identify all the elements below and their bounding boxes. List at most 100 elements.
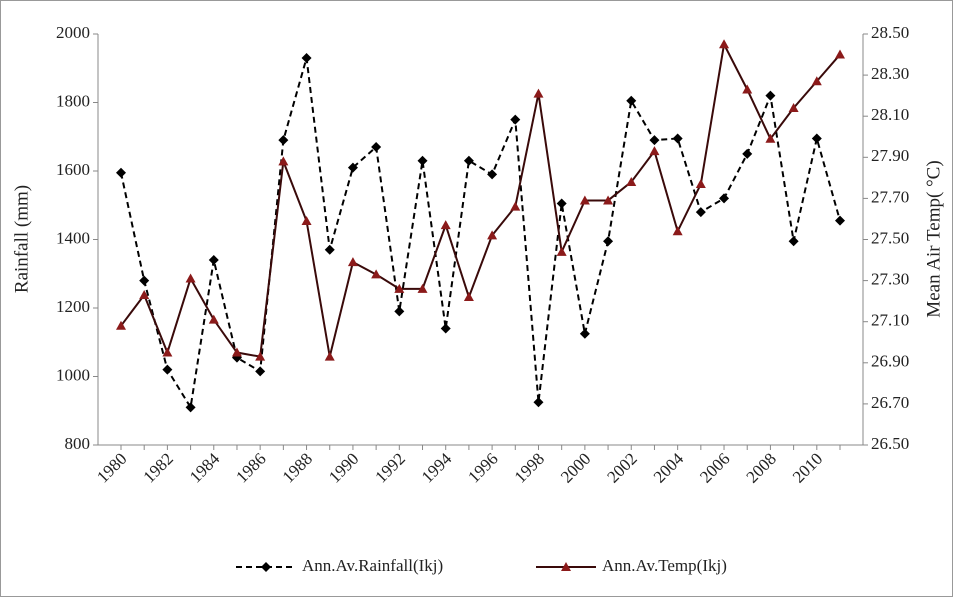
data-point xyxy=(208,255,219,266)
x-tick-label: 1984 xyxy=(186,449,224,487)
y2-tick-label: 28.10 xyxy=(871,105,909,124)
y2-tick-label: 27.10 xyxy=(871,311,909,330)
data-point xyxy=(742,148,753,159)
data-point xyxy=(788,102,799,112)
data-point xyxy=(719,39,730,49)
y-tick-label: 1400 xyxy=(56,228,90,247)
y-tick-label: 2000 xyxy=(56,23,90,42)
data-point xyxy=(510,201,521,211)
data-point xyxy=(788,236,799,247)
y2-tick-label: 28.30 xyxy=(871,64,909,83)
data-point xyxy=(139,289,150,299)
data-point xyxy=(463,155,474,166)
data-point xyxy=(811,133,822,144)
data-point xyxy=(603,236,614,247)
x-tick-label: 1982 xyxy=(140,449,177,486)
x-tick-label: 1992 xyxy=(371,449,408,486)
data-point xyxy=(371,142,382,153)
series-line xyxy=(120,57,841,411)
data-point xyxy=(440,323,451,334)
legend-label: Ann.Av.Rainfall(Ikj) xyxy=(302,556,443,575)
x-tick-label: 1988 xyxy=(279,449,316,486)
data-point xyxy=(672,133,683,144)
data-point xyxy=(394,306,405,317)
data-point xyxy=(255,366,266,377)
y2-tick-label: 26.70 xyxy=(871,393,909,412)
data-point xyxy=(533,397,544,408)
data-point xyxy=(765,90,776,101)
x-tick-label: 1990 xyxy=(325,449,362,486)
data-point xyxy=(835,215,845,226)
x-tick-label: 1994 xyxy=(418,449,456,487)
y-tick-label: 800 xyxy=(65,434,91,453)
data-point xyxy=(394,283,405,293)
data-point xyxy=(742,84,753,94)
x-tick-label: 1980 xyxy=(93,449,130,486)
y2-axis-label: Mean Air Temp( °C) xyxy=(923,160,944,317)
data-point xyxy=(672,226,683,236)
data-point xyxy=(417,155,428,166)
x-tick-label: 1996 xyxy=(464,449,501,486)
data-point xyxy=(603,195,614,205)
data-point xyxy=(417,283,428,293)
data-point xyxy=(719,193,730,204)
x-tick-label: 2010 xyxy=(789,449,826,486)
data-point xyxy=(533,88,544,98)
data-point xyxy=(556,246,567,256)
x-tick-label: 2008 xyxy=(743,449,780,486)
data-point xyxy=(811,76,822,86)
data-point xyxy=(301,52,312,63)
data-point xyxy=(278,135,289,146)
data-point xyxy=(487,230,498,240)
y-tick-label: 1200 xyxy=(56,297,90,316)
data-point xyxy=(185,402,196,413)
data-point xyxy=(116,167,126,178)
data-point xyxy=(162,347,173,357)
x-tick-label: 2004 xyxy=(650,449,688,487)
y-tick-label: 1000 xyxy=(56,365,90,384)
data-point xyxy=(510,114,521,125)
data-point xyxy=(371,269,382,279)
data-point xyxy=(765,133,776,143)
data-point xyxy=(579,195,590,205)
data-point xyxy=(835,49,845,59)
y2-tick-label: 26.50 xyxy=(871,434,909,453)
y2-tick-label: 26.90 xyxy=(871,352,909,371)
data-point xyxy=(278,156,289,166)
data-point xyxy=(649,146,660,156)
data-point xyxy=(208,314,219,324)
data-point xyxy=(463,292,474,302)
data-point xyxy=(139,275,150,286)
data-point xyxy=(579,328,590,339)
x-tick-label: 2000 xyxy=(557,449,594,486)
data-point xyxy=(185,273,196,283)
legend-label: Ann.Av.Temp(Ikj) xyxy=(602,556,727,575)
data-point xyxy=(626,95,637,106)
data-point xyxy=(324,351,335,361)
data-point xyxy=(695,179,706,189)
y-axis-label: Rainfall (mm) xyxy=(11,185,32,293)
y-tick-label: 1800 xyxy=(56,91,90,110)
data-point xyxy=(301,216,312,226)
y-tick-label: 1600 xyxy=(56,160,90,179)
y2-tick-label: 28.50 xyxy=(871,23,909,42)
data-point xyxy=(487,169,498,180)
legend-marker xyxy=(261,562,271,572)
data-point xyxy=(324,244,335,255)
data-point xyxy=(626,176,637,186)
y2-tick-label: 27.70 xyxy=(871,187,909,206)
series-line xyxy=(120,41,841,358)
data-point xyxy=(649,135,660,146)
data-point xyxy=(695,207,706,218)
data-point xyxy=(347,257,358,267)
legend-marker xyxy=(561,562,571,571)
data-point xyxy=(556,198,567,209)
data-point xyxy=(162,364,173,375)
x-tick-label: 1986 xyxy=(232,449,269,486)
data-point xyxy=(440,220,451,230)
x-tick-label: 2002 xyxy=(603,449,640,486)
y2-tick-label: 27.50 xyxy=(871,228,909,247)
data-point xyxy=(116,320,126,330)
